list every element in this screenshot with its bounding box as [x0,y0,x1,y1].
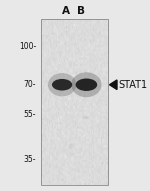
Text: STAT1: STAT1 [118,80,148,90]
Text: 70-: 70- [24,80,36,89]
Text: A: A [62,6,70,16]
Ellipse shape [70,152,74,156]
Ellipse shape [52,79,72,91]
Ellipse shape [48,73,76,96]
Ellipse shape [76,79,97,91]
Ellipse shape [83,116,89,119]
Text: 100-: 100- [19,42,36,51]
Ellipse shape [68,144,72,149]
Text: 35-: 35- [24,155,36,164]
Text: B: B [77,6,85,16]
Ellipse shape [71,72,102,97]
Text: 55-: 55- [24,110,36,119]
